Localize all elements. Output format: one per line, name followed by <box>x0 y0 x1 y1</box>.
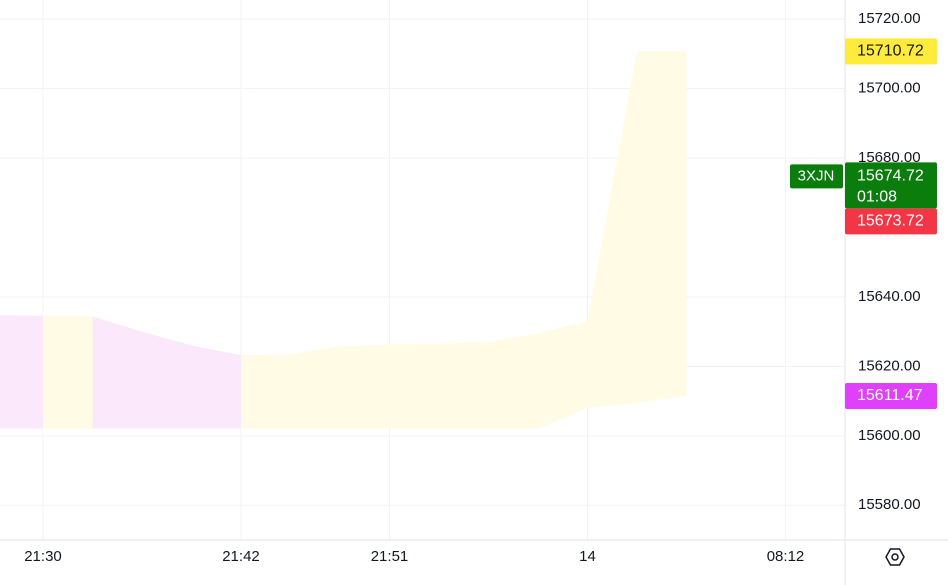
y-tick-label: 15620.00 <box>858 357 921 374</box>
upper-band-price-bg <box>845 38 937 65</box>
band-fill-alt <box>92 316 241 429</box>
band-fill <box>0 51 687 429</box>
y-tick-label: 15640.00 <box>858 288 921 305</box>
y-tick-label: 15600.00 <box>858 427 921 444</box>
bid-price: 15673.72 <box>857 213 924 230</box>
symbol-label: 3XJN <box>798 167 835 184</box>
x-tick-label: 14 <box>579 548 596 565</box>
y-tick-label: 15720.00 <box>858 10 921 27</box>
lower-band-price: 15611.47 <box>857 387 923 404</box>
x-tick-label: 21:51 <box>371 548 409 565</box>
x-tick-label: 21:42 <box>222 548 260 565</box>
y-tick-label: 15580.00 <box>858 496 921 513</box>
bid-price-bg <box>845 208 937 235</box>
lower-band-price-bg <box>845 382 937 409</box>
upper-band-price: 15710.72 <box>857 43 924 60</box>
plot-background <box>0 0 845 540</box>
y-tick-label: 15680.00 <box>858 149 921 166</box>
symbol-bg <box>790 164 843 189</box>
band-fill-alt <box>0 315 43 429</box>
countdown: 01:08 <box>857 189 897 206</box>
x-tick-label: 21:30 <box>24 548 62 565</box>
settings-icon[interactable] <box>885 548 905 566</box>
x-tick-label: 08:12 <box>767 548 805 565</box>
last-price-bg <box>845 162 937 209</box>
last-price: 15674.72 <box>857 168 924 185</box>
y-tick-label: 15700.00 <box>858 80 921 97</box>
